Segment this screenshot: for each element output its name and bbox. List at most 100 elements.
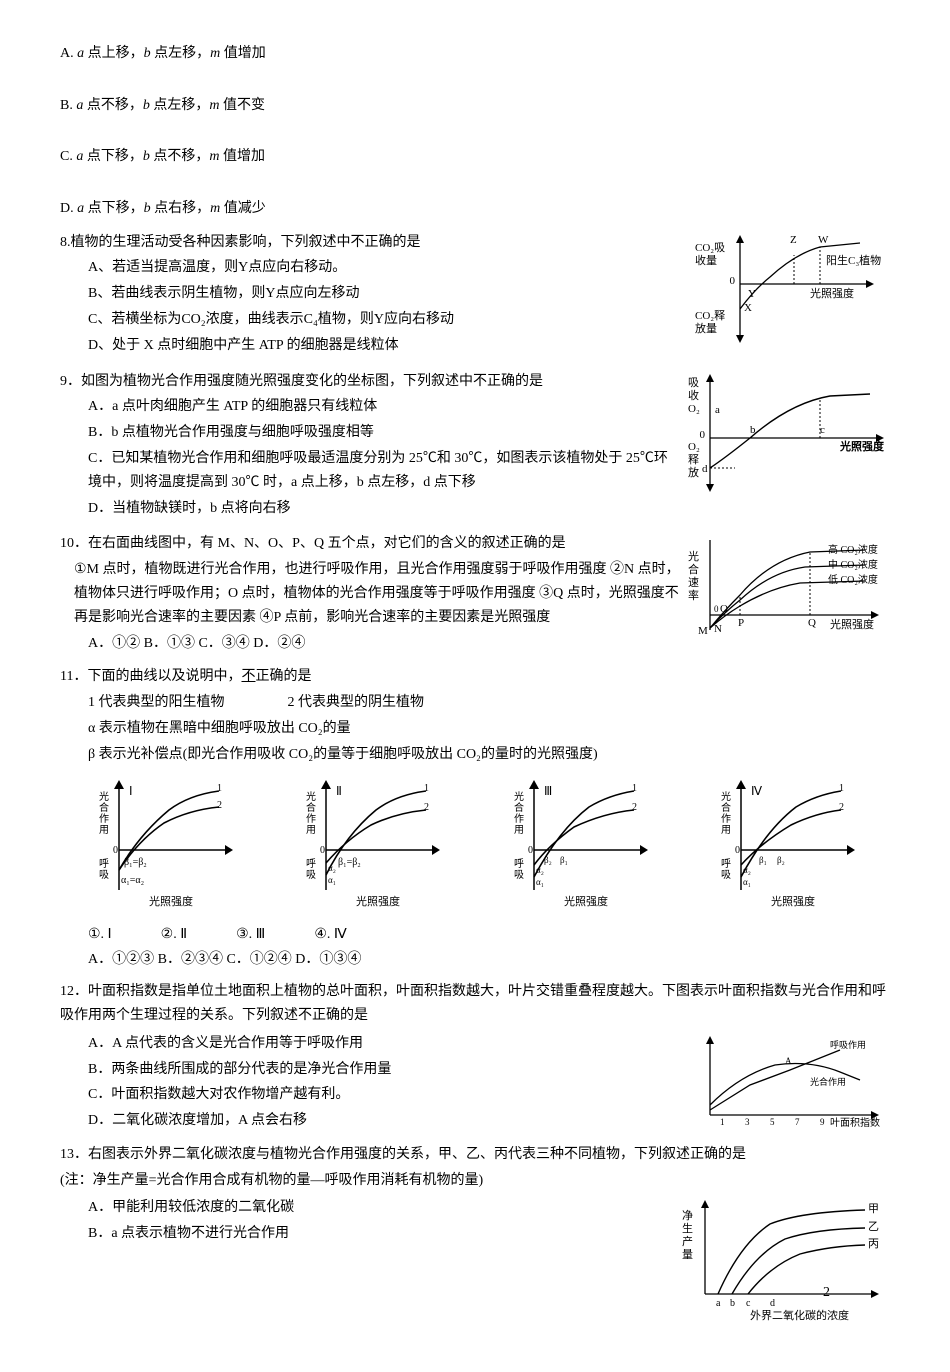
q9-D: D．当植物缺镁时，b 点将向右移	[60, 497, 680, 521]
q8-stem: 8.植物的生理活动受各种因素影响，下列叙述中不正确的是	[60, 231, 690, 255]
svg-text:光: 光	[721, 790, 731, 803]
svg-text:0: 0	[320, 845, 325, 856]
svg-text:0: 0	[700, 429, 706, 441]
q13-note: (注：净生产量=光合作用合成有机物的量—呼吸作用消耗有机物的量)	[60, 1169, 890, 1193]
svg-text:阳生C₃植物: 阳生C₃植物	[826, 253, 881, 267]
svg-text:W: W	[818, 234, 829, 246]
svg-text:a: a	[715, 404, 720, 416]
svg-text:A: A	[785, 1056, 792, 1066]
svg-text:CO₂释: CO₂释	[695, 309, 725, 322]
svg-text:中 CO₂浓度: 中 CO₂浓度	[828, 558, 878, 571]
svg-text:3: 3	[745, 1117, 750, 1127]
svg-text:生: 生	[682, 1221, 693, 1235]
svg-text:光照强度: 光照强度	[356, 894, 400, 908]
svg-text:0: 0	[730, 275, 736, 287]
svg-text:速: 速	[688, 576, 699, 589]
svg-text:用: 用	[514, 825, 524, 836]
svg-text:β₂: β₂	[544, 855, 552, 865]
svg-text:低 CO₂浓度: 低 CO₂浓度	[828, 573, 878, 586]
svg-text:丙: 丙	[868, 1238, 879, 1250]
svg-text:2: 2	[839, 802, 844, 813]
svg-text:放: 放	[688, 465, 699, 479]
svg-text:呼: 呼	[99, 858, 109, 870]
svg-text:α₁: α₁	[743, 877, 751, 887]
svg-text:呼: 呼	[721, 858, 731, 870]
svg-text:0: 0	[528, 845, 533, 856]
svg-text:α₁=α₂: α₁=α₂	[121, 875, 144, 886]
svg-text:净: 净	[682, 1208, 693, 1222]
svg-text:Ⅲ: Ⅲ	[544, 784, 552, 798]
svg-text:呼: 呼	[514, 858, 524, 870]
svg-text:O₂: O₂	[688, 441, 700, 453]
q9: 9．如图为植物光合作用强度随光照强度变化的坐标图，下列叙述中不正确的是 A．a …	[60, 368, 890, 523]
q11-panel-3: 12 Ⅲ 0 β₂ β₁ α₂ α₁ 光合 作用 呼吸 光照强度	[504, 775, 654, 915]
svg-text:2: 2	[217, 800, 222, 811]
svg-text:CO₂吸: CO₂吸	[695, 242, 725, 254]
svg-text:吸: 吸	[514, 870, 524, 881]
svg-text:β₁: β₁	[560, 855, 568, 865]
q10-stem: 10．在右面曲线图中，有 M、N、O、P、Q 五个点，对它们的含义的叙述正确的是	[60, 532, 680, 556]
svg-text:b: b	[750, 424, 756, 436]
svg-text:光照强度: 光照强度	[810, 286, 854, 300]
q11-choices: ①. Ⅰ ②. Ⅱ ③. Ⅲ ④. Ⅳ	[60, 923, 890, 947]
svg-text:7: 7	[795, 1117, 800, 1127]
svg-text:d: d	[770, 1298, 775, 1309]
q7-A: A. a 点上移，b 点左移，m 值增加	[60, 42, 890, 66]
svg-text:Ⅱ: Ⅱ	[336, 784, 342, 798]
svg-text:N: N	[714, 623, 722, 635]
svg-text:合: 合	[688, 562, 699, 576]
svg-text:X: X	[744, 302, 752, 314]
q11-stem: 11．下面的曲线以及说明中，不正确的是	[60, 669, 311, 684]
svg-text:1: 1	[424, 783, 429, 794]
q11-l4: β 表示光补偿点(即光合作用吸收 CO₂的量等于细胞呼吸放出 CO₂的量时的光照…	[88, 743, 890, 767]
svg-text:P: P	[738, 617, 744, 629]
q12-B: B．两条曲线所围成的部分代表的是净光合作用量	[60, 1058, 690, 1082]
svg-text:c: c	[820, 424, 825, 436]
svg-text:5: 5	[770, 1117, 775, 1127]
svg-text:甲: 甲	[868, 1203, 879, 1215]
q9-A: A．a 点叶肉细胞产生 ATP 的细胞器只有线粒体	[60, 395, 680, 419]
q10-opts: A．①② B．①③ C．③④ D．②④	[60, 632, 680, 656]
svg-text:d: d	[702, 463, 708, 475]
q7-C: C. a 点下移，b 点不移，m 值增加	[60, 145, 890, 169]
q11-opts: A．①②③ B．②③④ C．①②④ D．①③④	[60, 948, 890, 972]
q8-figure: Z W Y X 0 阳生C₃植物 光照强度 CO₂吸 收量 CO₂释 放量	[690, 229, 890, 349]
svg-text:合: 合	[306, 801, 316, 814]
svg-text:呼吸作用: 呼吸作用	[830, 1039, 866, 1050]
svg-text:Ⅰ: Ⅰ	[129, 784, 133, 798]
svg-text:收量: 收量	[695, 253, 717, 267]
q8: 8.植物的生理活动受各种因素影响，下列叙述中不正确的是 A、若适当提高温度，则Y…	[60, 229, 890, 360]
svg-text:1: 1	[720, 1117, 725, 1127]
svg-text:0: 0	[113, 845, 118, 856]
svg-text:光照强度: 光照强度	[149, 894, 193, 908]
svg-text:合: 合	[99, 801, 109, 814]
svg-text:作: 作	[514, 813, 524, 825]
svg-text:用: 用	[99, 825, 109, 836]
svg-text:产: 产	[682, 1234, 693, 1248]
svg-text:作: 作	[99, 813, 109, 825]
svg-text:作: 作	[721, 813, 731, 825]
svg-text:量: 量	[682, 1248, 693, 1261]
q11: 11．下面的曲线以及说明中，不正确的是 1 代表典型的阳生植物 2 代表典型的阴…	[60, 665, 890, 972]
svg-text:光: 光	[99, 790, 109, 803]
svg-text:c: c	[746, 1298, 751, 1309]
q9-figure: a b c d 0 光照强度 吸 收 O₂ O₂ 释 放	[680, 368, 890, 498]
svg-text:α₁: α₁	[328, 875, 336, 885]
svg-text:9: 9	[820, 1117, 825, 1127]
svg-text:β₁: β₁	[759, 855, 767, 865]
q7-D: D. a 点下移，b 点右移，m 值减少	[60, 197, 890, 221]
svg-text:光合作用: 光合作用	[810, 1076, 846, 1087]
svg-text:高 CO₂浓度: 高 CO₂浓度	[828, 543, 878, 556]
svg-text:收: 收	[688, 388, 699, 402]
q9-C: C．已知某植物光合作用和细胞呼吸最适温度分别为 25℃和 30℃，如图表示该植物…	[60, 447, 680, 495]
svg-text:光照强度: 光照强度	[564, 894, 608, 908]
svg-text:Y: Y	[748, 288, 756, 300]
svg-text:合: 合	[514, 801, 524, 814]
q12-stem: 12．叶面积指数是指单位土地面积上植物的总叶面积，叶面积指数越大，叶片交错重叠程…	[60, 980, 890, 1028]
q13-A: A．甲能利用较低浓度的二氧化碳	[60, 1196, 670, 1220]
q8-D: D、处于 X 点时细胞中产生 ATP 的细胞器是线粒体	[60, 334, 690, 358]
q13-stem: 13．右图表示外界二氧化碳浓度与植物光合作用强度的关系，甲、乙、丙代表三种不同植…	[60, 1143, 890, 1167]
svg-text:0: 0	[714, 604, 719, 614]
svg-text:O₂: O₂	[688, 403, 700, 415]
svg-text:α₂: α₂	[743, 865, 751, 875]
